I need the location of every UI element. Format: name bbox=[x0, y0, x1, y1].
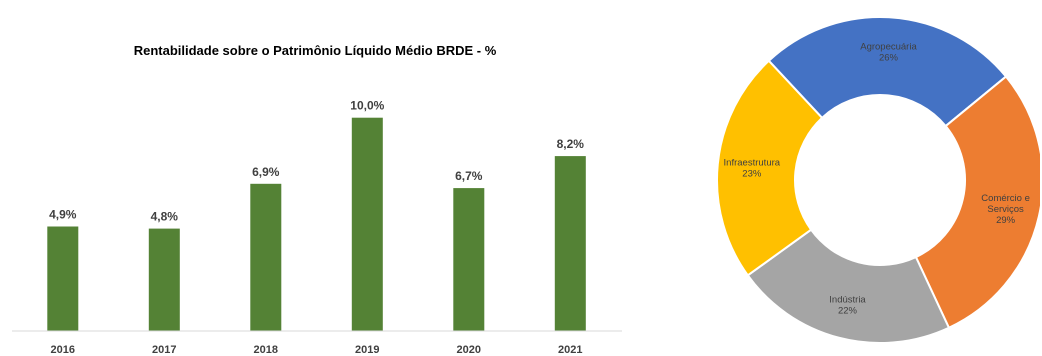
x-tick-label: 2020 bbox=[457, 344, 481, 356]
data-label: 8,2% bbox=[557, 137, 585, 151]
data-label: 10,0% bbox=[350, 99, 384, 113]
slice-label: 26% bbox=[879, 53, 899, 64]
slice-label: 22% bbox=[838, 306, 858, 317]
slice-label: Comércio e bbox=[981, 193, 1030, 204]
slice-label: Serviços bbox=[987, 204, 1024, 215]
x-tick-label: 2016 bbox=[51, 344, 75, 356]
chart-title: Rentabilidade sobre o Patrimônio Líquido… bbox=[134, 43, 497, 58]
bar-2017 bbox=[148, 228, 180, 331]
slice-infraestrutura bbox=[716, 59, 824, 277]
bar-2020 bbox=[453, 188, 485, 331]
x-ticks: 2016 2017 2018 2019 2020 2021 bbox=[51, 344, 583, 356]
bar-2021 bbox=[554, 156, 586, 331]
bars-group: 4,9% 4,8% 6,9% 10,0% 6,7% 8,2% bbox=[47, 99, 586, 331]
data-label: 4,9% bbox=[49, 208, 77, 222]
bar-2018 bbox=[250, 183, 282, 331]
bar-chart: Rentabilidade sobre o Patrimônio Líquido… bbox=[12, 43, 622, 356]
slice-label: Indústria bbox=[829, 295, 866, 306]
slice-label: 29% bbox=[996, 215, 1016, 226]
bar-2019 bbox=[351, 117, 383, 331]
x-tick-label: 2019 bbox=[355, 344, 379, 356]
x-tick-label: 2018 bbox=[254, 344, 278, 356]
slice-label: Infraestrutura bbox=[724, 157, 781, 168]
slice-label: 23% bbox=[742, 168, 762, 179]
slice-ind-stria bbox=[746, 228, 951, 345]
data-label: 6,7% bbox=[455, 169, 483, 183]
data-label: 6,9% bbox=[252, 165, 280, 179]
x-tick-label: 2021 bbox=[558, 344, 582, 356]
slice-com-rcio-e bbox=[914, 75, 1040, 330]
slice-label: Agropecuária bbox=[860, 42, 917, 53]
slices-group bbox=[716, 15, 1040, 345]
x-tick-label: 2017 bbox=[152, 344, 176, 356]
slice-agropecu-ria bbox=[767, 15, 1008, 128]
bar-2016 bbox=[47, 226, 79, 331]
data-label: 4,8% bbox=[151, 210, 179, 224]
